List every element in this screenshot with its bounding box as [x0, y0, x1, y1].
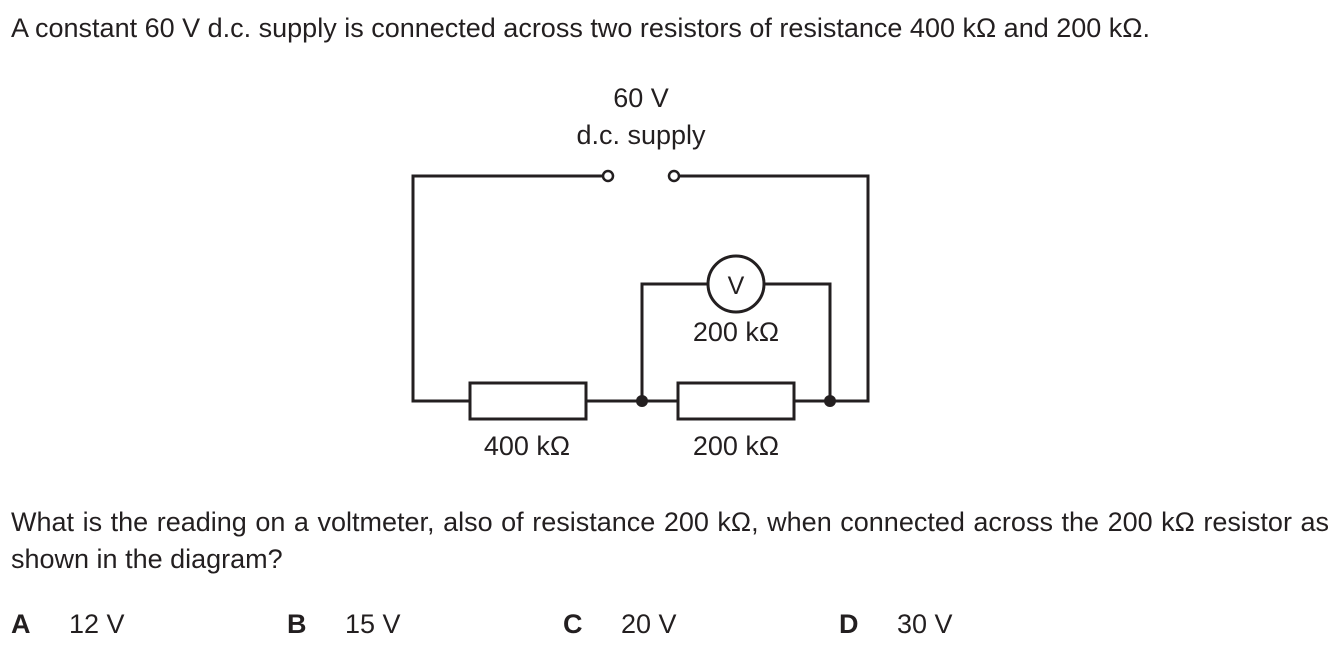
voltmeter-symbol: V: [728, 272, 745, 300]
answer-option-b[interactable]: B 15 V: [287, 606, 401, 642]
option-value: 12 V: [69, 609, 125, 639]
wire-right: [677, 174, 870, 403]
supply-voltage-label: 60 V: [613, 83, 669, 113]
supply-terminal-right: [667, 169, 681, 183]
option-value: 20 V: [621, 609, 677, 639]
answer-option-c[interactable]: C 20 V: [563, 606, 677, 642]
supply-terminal-left: [601, 169, 615, 183]
wire-left: [411, 174, 605, 403]
voltmeter-circle: [706, 254, 766, 314]
junction-dot-left: [636, 395, 648, 407]
resistor-400k-label: 400 kΩ: [484, 431, 570, 461]
resistor-400k: [468, 381, 588, 421]
option-letter: B: [287, 609, 307, 639]
supply-type-label: d.c. supply: [576, 120, 706, 150]
option-value: 30 V: [897, 609, 953, 639]
option-letter: A: [11, 609, 31, 639]
option-letter: C: [563, 609, 583, 639]
option-letter: D: [839, 609, 859, 639]
answer-option-d[interactable]: D 30 V: [839, 606, 953, 642]
question-intro: A constant 60 V d.c. supply is connected…: [11, 13, 1150, 43]
junction-dot-right: [824, 395, 836, 407]
resistor-200k: [676, 381, 796, 421]
voltmeter-branch: [640, 282, 832, 401]
option-value: 15 V: [345, 609, 401, 639]
answer-option-a[interactable]: A 12 V: [11, 606, 125, 642]
question-prompt: What is the reading on a voltmeter, also…: [11, 507, 1329, 574]
resistor-200k-label: 200 kΩ: [693, 431, 779, 461]
voltmeter-resistance-label: 200 kΩ: [693, 317, 779, 347]
